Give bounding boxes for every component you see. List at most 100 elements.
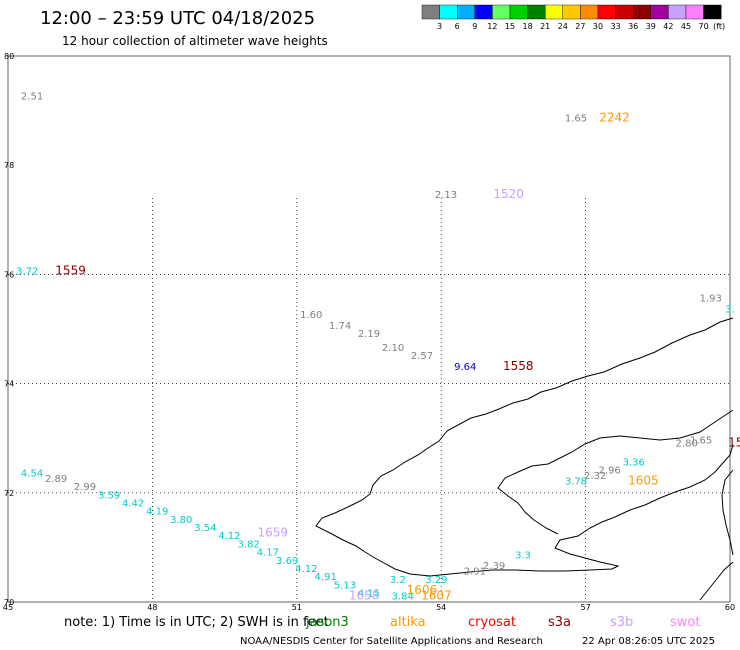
colorbar-unit: (ft) xyxy=(713,22,725,31)
colorbar-swatch xyxy=(421,4,440,20)
wave-height-label: 2.80 xyxy=(676,438,698,449)
southern-island-coastline xyxy=(497,409,734,535)
wave-height-label: 1.74 xyxy=(329,321,351,332)
page-subtitle: 12 hour collection of altimeter wave hei… xyxy=(62,34,328,48)
colorbar-swatch xyxy=(509,4,528,20)
colorbar-label: 70 xyxy=(699,22,709,31)
wave-height-label: 2.91 xyxy=(464,567,486,578)
satellite-legend-swot: swot xyxy=(670,615,700,630)
pass-time-label: 1559 xyxy=(55,263,86,277)
wave-height-label: 1.60 xyxy=(300,310,322,321)
colorbar-label: 3 xyxy=(437,22,442,31)
longitude-tick-label: 51 xyxy=(292,603,302,612)
wave-height-label: 3.82 xyxy=(238,539,260,550)
wave-height-label: 3.59 xyxy=(98,490,120,501)
wave-height-label: 4.54 xyxy=(21,468,43,479)
colorbar-swatch xyxy=(615,4,634,20)
wave-height-label: 3.69 xyxy=(276,556,298,567)
colorbar-label: 30 xyxy=(593,22,603,31)
pass-time-label: 2242 xyxy=(599,111,630,125)
colorbar-label: 42 xyxy=(663,22,673,31)
pass-time-label: 1605 xyxy=(628,474,659,488)
satellite-legend-jason3: jason3 xyxy=(305,615,349,630)
colorbar-swatch xyxy=(703,4,722,20)
latitude-tick-label: 80 xyxy=(4,52,14,61)
colorbar-label: 12 xyxy=(487,22,497,31)
pass-time-label: 1606 xyxy=(407,583,438,597)
wave-height-label: 1.93 xyxy=(700,294,722,305)
wave-height-label: 4.12 xyxy=(218,531,240,542)
wave-height-label: 3.72 xyxy=(16,266,38,277)
pass-time-label: 1558 xyxy=(503,359,534,373)
colorbar-swatch xyxy=(474,4,493,20)
colorbar-label: 24 xyxy=(558,22,568,31)
novaya-zemlya-coastline xyxy=(315,317,734,577)
colorbar-label: 6 xyxy=(455,22,460,31)
wave-height-label: 3. xyxy=(725,305,735,316)
footer-credit: NOAA/NESDIS Center for Satellite Applica… xyxy=(240,636,543,647)
wave-height-label: 3.78 xyxy=(565,477,587,488)
wave-height-label: 3.36 xyxy=(623,458,645,469)
latitude-tick-label: 70 xyxy=(4,598,14,607)
wave-height-label: 2.32 xyxy=(584,471,606,482)
longitude-tick-label: 45 xyxy=(3,603,13,612)
wave-height-label: 9.64 xyxy=(454,362,476,373)
wave-height-label: 3.84 xyxy=(392,591,414,602)
wave-height-label: 2.19 xyxy=(358,329,380,340)
colorbar-swatch xyxy=(685,4,704,20)
axis-tick-labels: 45 48 51 54 57 60 80 78 76 74 72 70 xyxy=(3,52,735,612)
pass-time-label: 1607 xyxy=(421,588,452,602)
wave-height-labels: 2.51 1.65 2.13 3.72 1.933. 1.60 1.74 2.192.10 2.… xyxy=(16,92,735,603)
colorbar-swatch xyxy=(633,4,652,20)
wave-height-label: 4.42 xyxy=(122,498,144,509)
colorbar-swatch xyxy=(580,4,599,20)
wave-height-colorbar: 3 6 9 12 15 18 21 24 27 30 33 36 39 42 45 70 (ft) xyxy=(421,4,725,31)
longitude-tick-label: 60 xyxy=(725,603,735,612)
wave-height-label: 1.65 xyxy=(565,114,587,125)
footer-timestamp: 22 Apr 08:26:05 UTC 2025 xyxy=(582,636,715,647)
pass-time-label: 155 xyxy=(728,435,740,449)
wave-height-label: 2.57 xyxy=(411,351,433,362)
page-title: 12:00 – 23:59 UTC 04/18/2025 xyxy=(40,8,315,29)
wave-height-label: 3.29 xyxy=(425,575,447,586)
colorbar-swatch xyxy=(527,4,546,20)
wave-height-label: 2.13 xyxy=(435,190,457,201)
colorbar-label: 33 xyxy=(611,22,621,31)
colorbar-label: 15 xyxy=(505,22,515,31)
map-gridlines xyxy=(8,197,730,602)
colorbar-label: 39 xyxy=(646,22,656,31)
footer-note: note: 1) Time is in UTC; 2) SWH is in fe… xyxy=(64,615,329,630)
colorbar-swatch xyxy=(545,4,564,20)
satellite-legend-s3b: s3b xyxy=(610,615,633,630)
colorbar-label: 18 xyxy=(523,22,533,31)
latitude-tick-label: 78 xyxy=(4,161,14,170)
latitude-tick-label: 76 xyxy=(4,270,14,279)
wave-height-label: 2.96 xyxy=(599,466,621,477)
wave-height-label: 3.2 xyxy=(390,575,406,586)
wave-height-label: 3.54 xyxy=(194,523,216,534)
pass-time-label: 1520 xyxy=(493,187,524,201)
wave-height-label: 2.51 xyxy=(21,92,43,103)
wave-height-label: 2.39 xyxy=(483,561,505,572)
colorbar-label: 27 xyxy=(575,22,585,31)
wave-height-label: 2.89 xyxy=(45,474,67,485)
colorbar-swatch xyxy=(439,4,458,20)
colorbar-swatch xyxy=(562,4,581,20)
colorbar-swatch xyxy=(650,4,669,20)
colorbar-label: 45 xyxy=(681,22,691,31)
colorbar-swatch xyxy=(668,4,687,20)
wave-height-label: 5.13 xyxy=(334,580,356,591)
wave-height-label: 4.15 xyxy=(358,589,380,600)
wave-height-label: 2.99 xyxy=(74,482,96,493)
wave-height-label: 2.10 xyxy=(382,343,404,354)
colorbar-swatch xyxy=(457,4,476,20)
colorbar-label: 9 xyxy=(472,22,477,31)
colorbar-swatch xyxy=(492,4,511,20)
eastern-coastline xyxy=(699,469,734,601)
longitude-tick-label: 48 xyxy=(147,603,157,612)
pass-time-label: 1659 xyxy=(257,525,288,539)
wave-height-label: 3.3 xyxy=(515,550,531,561)
satellite-legend: jason3 altika cryosat s3a s3b swot xyxy=(305,615,700,630)
